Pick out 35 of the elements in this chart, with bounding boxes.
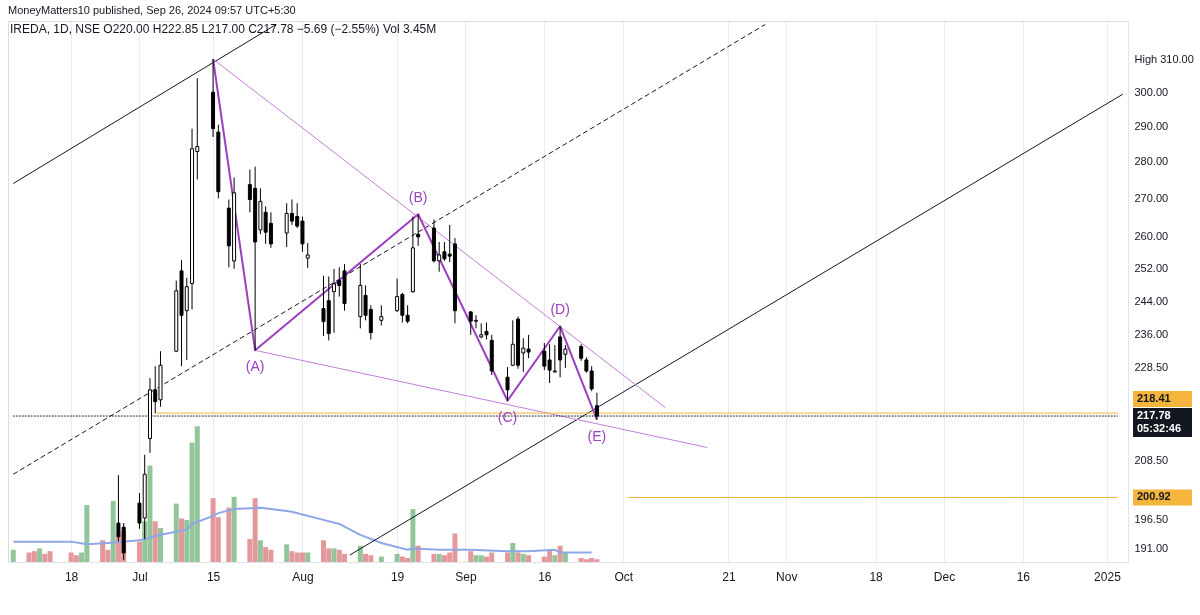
x-tick-label: 18 (869, 569, 884, 584)
x-tick-label: 21 (722, 569, 736, 584)
y-tick-label: 228.50 (1134, 360, 1169, 373)
x-tick-label: 18 (64, 569, 79, 584)
x-tick-label: Oct (614, 569, 634, 584)
x-tick-label: 16 (1016, 569, 1031, 584)
y-tick-label: 244.00 (1134, 294, 1169, 307)
chart-title: MoneyMatters10 published, Sep 26, 2024 09:57 UTC+5:30 (8, 4, 296, 16)
x-tick-label: 19 (390, 569, 405, 584)
y-tick-label: 270.00 (1134, 192, 1169, 205)
annotation: (A) (245, 358, 265, 375)
x-tick-label: Nov (776, 569, 798, 584)
annotation: (B) (408, 189, 428, 206)
data-label: 217.78 05:32:46 (1137, 409, 1182, 435)
x-tick-label: Dec (933, 569, 956, 584)
y-tick-label: High 310.00 (1134, 52, 1194, 65)
annotation: (D) (550, 301, 570, 318)
y-tick-label: 300.00 (1134, 85, 1169, 98)
y-tick-label: 252.00 (1134, 261, 1169, 274)
y-tick-label: 196.50 (1134, 513, 1169, 526)
x-tick-label: 2025 (1094, 569, 1122, 584)
y-tick-label: 290.00 (1134, 120, 1169, 132)
x-tick-label: Sep (455, 569, 477, 584)
data-label: 200.92 (1137, 490, 1171, 503)
y-tick-label: 236.00 (1134, 328, 1169, 341)
annotation: (E) (587, 427, 607, 444)
x-tick-label: 16 (538, 569, 552, 584)
x-tick-label: Aug (292, 569, 314, 584)
y-tick-label: 260.00 (1134, 230, 1169, 243)
y-tick-label: 208.50 (1134, 453, 1169, 466)
x-tick-label: Jul (132, 569, 148, 584)
data-label: 218.41 (1137, 392, 1171, 405)
y-tick-label: 191.00 (1134, 542, 1169, 555)
x-tick-label: 15 (206, 569, 221, 584)
y-tick-label: 280.00 (1134, 155, 1169, 168)
